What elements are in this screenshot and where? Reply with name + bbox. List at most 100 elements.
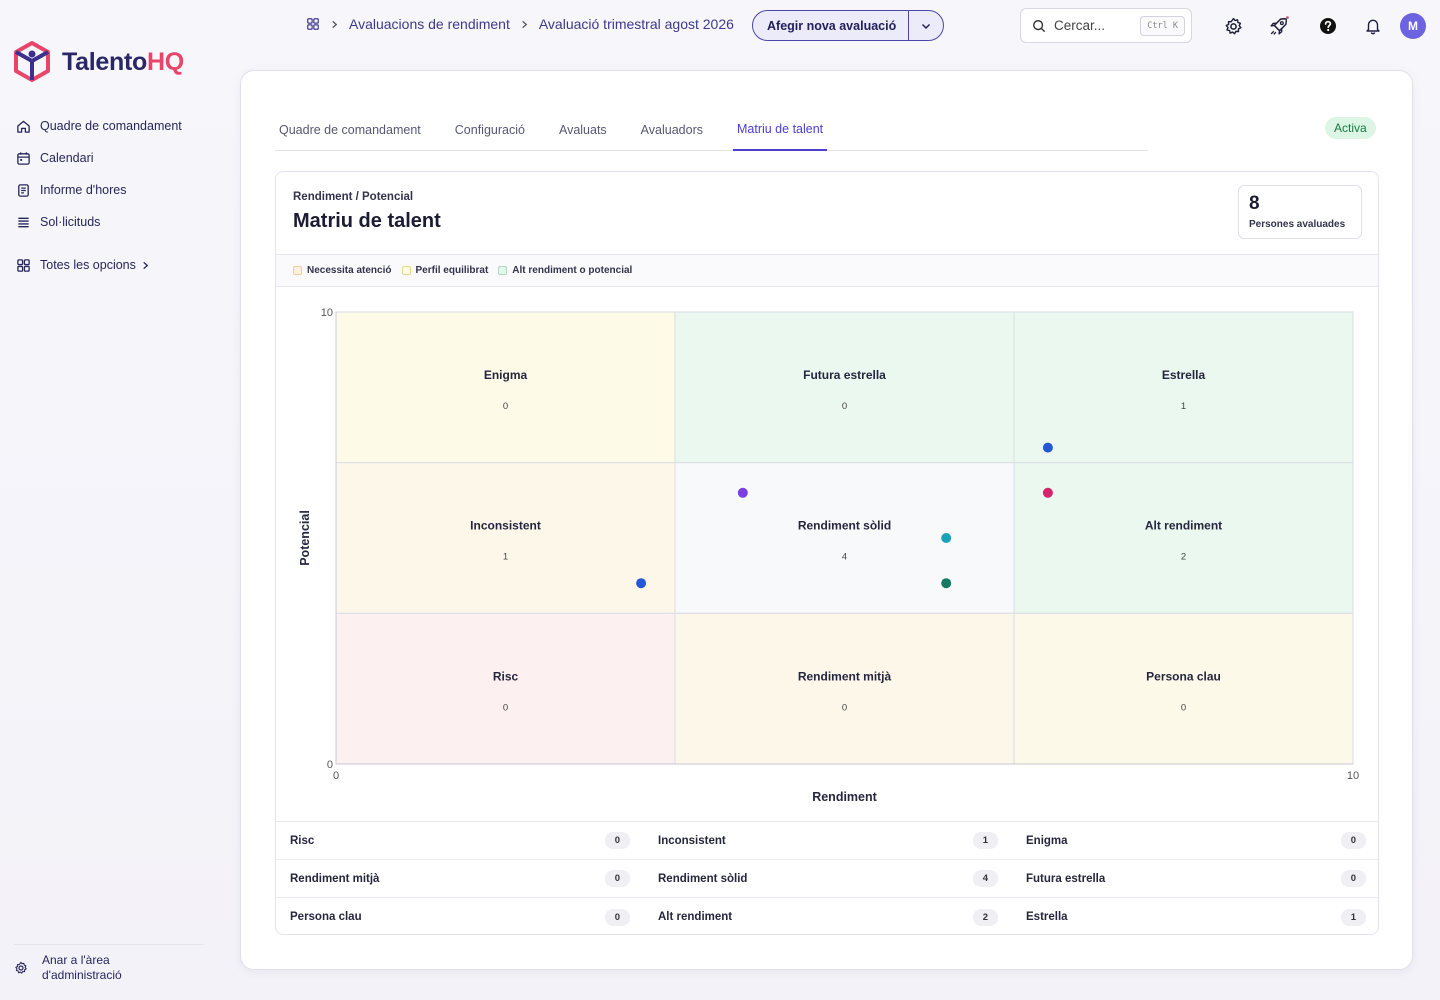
matrix-cell-label: Rendiment sòlid [798, 519, 891, 533]
x-tick-label: 10 [1347, 770, 1359, 782]
summary-cell: Alt rendiment 2 [644, 898, 1012, 934]
home-icon [17, 120, 30, 133]
add-review-split-button: Afegir nova avaluació [752, 10, 945, 41]
sidebar-item-calendar[interactable]: Calendari [16, 142, 211, 174]
sidebar-item-dashboard[interactable]: Quadre de comandament [16, 110, 211, 142]
matrix-cell-count: 4 [842, 552, 847, 563]
matrix-cell-label: Futura estrella [803, 368, 886, 382]
count-badge: 1 [1340, 908, 1366, 926]
help-icon [1320, 18, 1336, 34]
legend-label: Alt rendiment o potencial [512, 265, 633, 276]
chevron-right-icon [143, 261, 149, 269]
count-badge: 1 [972, 832, 998, 849]
summary-cell: Rendiment sòlid 4 [644, 860, 1012, 897]
tab-reviewers[interactable]: Avaluadors [640, 123, 703, 137]
data-point [941, 533, 952, 543]
legend: Necessita atenció Perfil equilibrat Alt … [276, 254, 1378, 287]
admin-area-link[interactable]: Anar a l'àrea d'administració [14, 944, 204, 983]
avatar[interactable]: M [1400, 13, 1426, 39]
summary-row: Risc 0 Inconsistent 1 Enigma 0 [276, 822, 1378, 860]
matrix-cell-label: Inconsistent [470, 519, 541, 533]
gear-icon [15, 961, 27, 974]
y-tick-label: 0 [327, 759, 333, 771]
search-input[interactable] [1054, 18, 1134, 33]
sidebar-item-all-options[interactable]: Totes les opcions [16, 249, 211, 281]
tab-reviewees[interactable]: Avaluats [558, 123, 607, 137]
report-icon [18, 183, 29, 197]
matrix-cell [1013, 612, 1354, 765]
count-badge: 0 [604, 870, 630, 887]
breadcrumb: Avaluacions de rendiment Avaluació trime… [306, 16, 734, 32]
rocket-icon [1269, 15, 1289, 35]
matrix-cell [674, 612, 1015, 765]
count-badge: 0 [1340, 870, 1366, 887]
rocket-button[interactable] [1267, 15, 1289, 37]
summary-cell: Futura estrella 0 [1012, 860, 1378, 897]
settings-button[interactable] [1222, 15, 1244, 37]
admin-area-label: Anar a l'àrea d'administració [42, 953, 122, 982]
matrix-cell [1013, 462, 1354, 614]
matrix-cell [335, 462, 676, 614]
chevron-right-icon [332, 20, 338, 28]
talent-matrix-chart: Enigma 0 Futura estrella 0 Estrella 1 Inconsis… [298, 307, 1359, 804]
x-tick-label: 0 [333, 770, 339, 782]
panel-subtitle: Rendiment / Potencial [293, 191, 414, 203]
sidebar: TalentoHQ Quadre de comandament Calendar… [0, 0, 215, 1000]
count-badge: 2 [972, 908, 998, 926]
matrix-cell-label: Risc [493, 669, 519, 683]
summary-cell: Enigma 0 [1012, 822, 1378, 859]
matrix-cell-count: 2 [1181, 552, 1186, 563]
matrix-cell [1013, 311, 1354, 464]
data-point [737, 487, 748, 498]
calendar-icon [17, 151, 30, 165]
bell-icon [1366, 19, 1380, 35]
list-icon [18, 217, 29, 227]
tab-talent-matrix[interactable]: Matriu de talent [732, 109, 828, 151]
matrix-cell-label: Alt rendiment [1145, 519, 1222, 533]
add-review-dropdown-button[interactable] [909, 11, 943, 40]
matrix-cell-label: Estrella [1162, 368, 1206, 382]
notifications-button[interactable] [1362, 15, 1384, 37]
count-badge: 0 [604, 908, 630, 926]
matrix-cell-count: 0 [503, 702, 508, 713]
summary-cell: Persona clau 0 [276, 898, 644, 934]
status-badge: Activa [1325, 117, 1376, 139]
grid-icon[interactable] [306, 17, 320, 31]
chevron-down-icon [922, 23, 931, 29]
breadcrumb-link-reviews[interactable]: Avaluacions de rendiment [349, 16, 510, 32]
logo[interactable]: TalentoHQ [12, 40, 184, 84]
legend-label: Necessita atenció [307, 265, 392, 276]
y-axis-title: Potencial [298, 510, 312, 566]
matrix-cell [674, 462, 1015, 614]
tab-configuration[interactable]: Configuració [454, 123, 525, 137]
search-icon [1033, 19, 1046, 32]
add-review-button[interactable]: Afegir nova avaluació [753, 11, 910, 40]
matrix-cell-count: 0 [842, 702, 847, 713]
search-shortcut-hint: Ctrl K [1140, 16, 1185, 36]
matrix-cell-count: 1 [1181, 401, 1186, 412]
summary-cell: Risc 0 [276, 822, 644, 859]
summary-cell: Inconsistent 1 [644, 822, 1012, 859]
topbar: Avaluacions de rendiment Avaluació trime… [300, 8, 1430, 43]
sidebar-item-label: Sol·licituds [40, 215, 101, 229]
search-box: Ctrl K [1020, 8, 1192, 43]
help-button[interactable] [1317, 15, 1339, 37]
sidebar-item-hours-report[interactable]: Informe d'hores [16, 174, 211, 206]
logo-text: TalentoHQ [62, 47, 184, 76]
reviewed-count-value: 8 [1249, 193, 1260, 214]
sidebar-item-requests[interactable]: Sol·licituds [16, 206, 211, 238]
y-tick-label: 10 [321, 307, 333, 319]
chevron-right-icon [522, 20, 528, 28]
matrix-cell [674, 311, 1015, 464]
x-axis-title: Rendiment [812, 790, 877, 804]
data-point [636, 578, 647, 589]
tab-bar: Quadre de comandament Configuració Avalu… [275, 109, 1148, 151]
sidebar-item-label: Informe d'hores [40, 183, 127, 197]
breadcrumb-current[interactable]: Avaluació trimestral agost 2026 [538, 16, 734, 32]
reviewed-count-label: Persones avaluades [1249, 219, 1346, 230]
gear-icon [1225, 17, 1242, 34]
tab-dashboard[interactable]: Quadre de comandament [279, 123, 421, 137]
matrix-cell [335, 311, 676, 464]
legend-swatch [401, 266, 411, 275]
sidebar-item-label: Calendari [40, 151, 94, 165]
